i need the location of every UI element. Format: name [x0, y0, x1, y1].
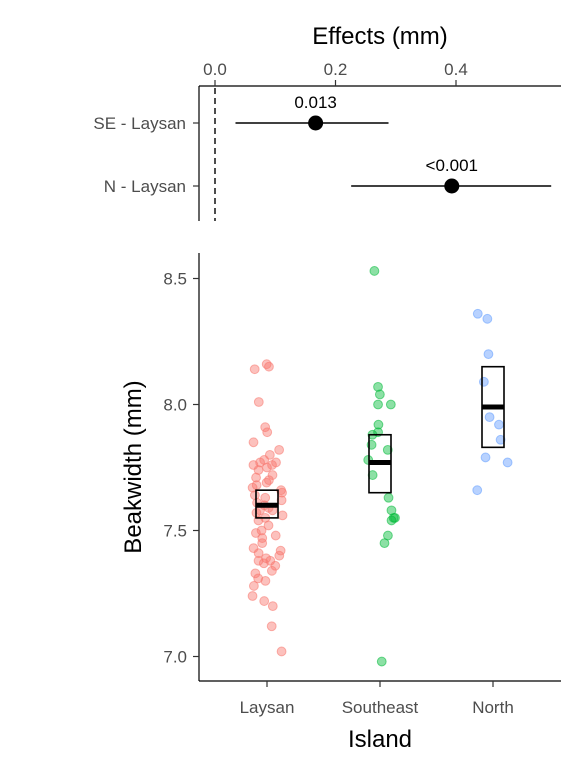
- data-point-north: [478, 376, 489, 387]
- effects-x-tick-label: 0.2: [324, 60, 348, 79]
- data-point-laysan: [266, 565, 277, 576]
- main-y-tick-label: 7.5: [163, 522, 187, 541]
- data-point-laysan: [264, 361, 274, 372]
- data-point-southeast: [369, 266, 380, 276]
- data-point-laysan: [276, 646, 287, 657]
- data-point-laysan: [253, 465, 264, 475]
- data-point-southeast: [373, 419, 384, 430]
- data-point-laysan: [274, 444, 285, 455]
- data-point-north: [472, 485, 483, 496]
- data-point-laysan: [248, 543, 259, 554]
- data-point-laysan: [253, 397, 264, 407]
- effects-p-value-label: <0.001: [426, 156, 478, 175]
- data-point-laysan: [274, 550, 285, 561]
- data-point-north: [502, 457, 513, 468]
- effects-y-tick-label: SE - Laysan: [93, 114, 186, 133]
- data-point-laysan: [260, 576, 271, 586]
- effects-y-tick-label: N - Laysan: [104, 177, 186, 196]
- data-point-laysan: [259, 596, 270, 606]
- data-point-laysan: [251, 472, 261, 483]
- data-point-southeast: [373, 399, 383, 410]
- data-point-laysan: [249, 490, 260, 501]
- data-point-laysan: [267, 601, 278, 611]
- data-point-laysan: [256, 525, 267, 536]
- effects-p-value-label: 0.013: [294, 93, 337, 112]
- data-point-laysan: [267, 460, 277, 470]
- data-point-north: [480, 452, 491, 463]
- beakwidth-panel: 7.0 7.5 8.0 8.5 Laysan Southeast North Island Be…: [120, 253, 561, 753]
- data-point-laysan: [261, 477, 272, 488]
- data-point-laysan: [270, 560, 281, 571]
- data-point-southeast: [374, 389, 385, 400]
- data-point-north: [495, 434, 506, 445]
- main-x-tick-label: Laysan: [240, 698, 295, 717]
- main-y-tick-label: 8.5: [163, 270, 187, 289]
- data-point-laysan: [267, 470, 278, 480]
- effects-point: [308, 115, 324, 131]
- data-point-laysan: [260, 492, 271, 503]
- main-y-axis-title: Beakwidth (mm): [120, 380, 147, 553]
- data-point-laysan: [276, 495, 287, 506]
- data-point-laysan: [257, 538, 268, 548]
- main-x-tick-label: North: [472, 698, 514, 717]
- main-y-tick-label: 8.0: [163, 396, 187, 415]
- data-point-north: [482, 313, 493, 324]
- data-point-laysan: [262, 427, 273, 438]
- data-point-southeast: [382, 444, 393, 455]
- data-point-laysan: [248, 581, 259, 591]
- data-point-laysan: [251, 528, 261, 538]
- data-point-laysan: [270, 530, 281, 541]
- data-point-laysan: [248, 437, 259, 448]
- data-point-north: [484, 412, 495, 423]
- effects-panel: Effects (mm) 0.0 0.2 0.4 SE - Laysan 0.013 N -…: [93, 23, 561, 221]
- data-point-laysan: [249, 364, 260, 375]
- data-point-southeast: [373, 381, 383, 392]
- data-point-southeast: [386, 515, 397, 526]
- data-point-southeast: [385, 399, 396, 410]
- data-point-north: [494, 419, 504, 430]
- effects-axis-title: Effects (mm): [312, 23, 448, 50]
- effects-x-tick-label: 0.0: [203, 60, 227, 79]
- data-point-laysan: [247, 591, 258, 601]
- data-point-laysan: [266, 621, 277, 632]
- data-point-north: [483, 349, 494, 360]
- data-point-laysan: [277, 510, 288, 521]
- data-point-laysan: [247, 482, 258, 493]
- data-point-southeast: [379, 538, 390, 548]
- effects-point: [444, 178, 460, 194]
- data-point-southeast: [376, 656, 387, 667]
- data-point-laysan: [257, 533, 268, 543]
- data-point-laysan: [253, 573, 264, 584]
- data-point-southeast: [383, 492, 394, 503]
- main-x-axis-title: Island: [348, 726, 412, 753]
- data-point-laysan: [263, 520, 274, 531]
- data-point-laysan: [250, 568, 261, 579]
- data-point-laysan: [253, 548, 264, 559]
- main-x-tick-label: Southeast: [342, 698, 419, 717]
- data-point-north: [472, 308, 483, 319]
- data-point-laysan: [262, 462, 272, 473]
- main-y-tick-label: 7.0: [163, 648, 187, 667]
- data-point-laysan: [260, 422, 271, 433]
- effects-x-tick-label: 0.4: [444, 60, 468, 79]
- data-point-laysan: [253, 555, 264, 566]
- data-point-laysan: [258, 558, 269, 569]
- data-point-laysan: [248, 460, 259, 470]
